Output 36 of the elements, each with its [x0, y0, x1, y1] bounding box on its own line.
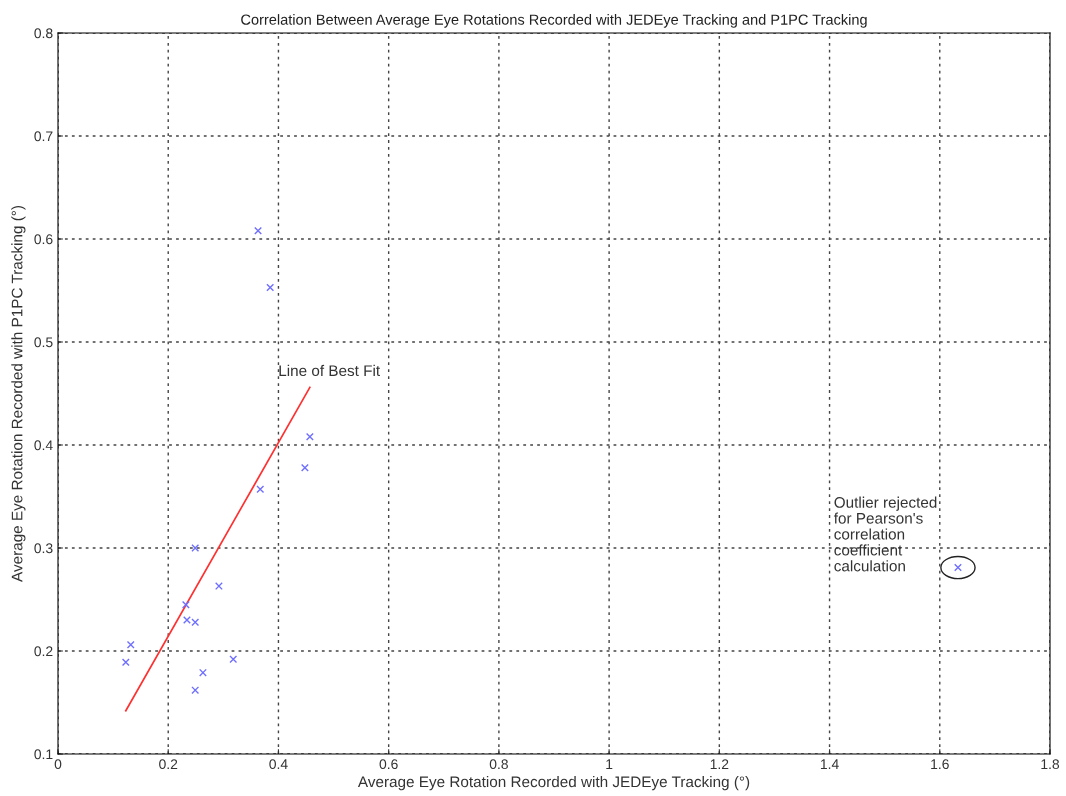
x-tick-label: 1.4: [820, 759, 839, 769]
point: [254, 226, 263, 235]
x-tick-label: 1.2: [710, 759, 729, 769]
point: [191, 686, 200, 695]
point: [121, 658, 130, 667]
chart-title: Correlation Between Average Eye Rotations Recorded with JEDEye Tracking and P1PC Tracking: [241, 14, 867, 28]
y-tick-label: 0.8: [34, 28, 53, 39]
point: [229, 655, 238, 664]
x-tick-label: 1.6: [931, 759, 949, 770]
y-tick-label: 0.4: [34, 440, 53, 451]
x-tick-label: 1: [606, 759, 613, 769]
annotation: Line of Best Fit: [279, 364, 381, 377]
x-tick-label: 0.8: [489, 759, 508, 770]
point: [305, 432, 314, 441]
point: [191, 544, 200, 552]
point: [126, 640, 135, 649]
point: [256, 485, 265, 494]
y-tick-label: 0.7: [34, 131, 53, 142]
y-tick-label: 0.2: [34, 646, 53, 657]
x-tick-label: 1.8: [1041, 759, 1060, 770]
y-axis-title: Average Eye Rotation Recorded with P1PC Tracking (°): [11, 205, 26, 582]
x-axis-title: Average Eye Rotation Recorded with JEDEye Tracking (°): [357, 775, 750, 791]
y-tick-label: 0.6: [34, 234, 53, 245]
point: [198, 668, 207, 677]
point: [300, 463, 309, 472]
y-tick-label: 0.1: [34, 749, 53, 760]
y-tick-label: 0.3: [34, 543, 53, 554]
point: [181, 600, 190, 609]
x-tick-label: 0.6: [379, 759, 398, 770]
point: [266, 283, 275, 292]
x-tick-label: 0.4: [269, 759, 288, 770]
y-tick-label: 0.5: [34, 337, 53, 348]
x-tick-label: 0: [54, 759, 62, 770]
annotation: Outlier rejected for Pearson's correlation coefficient calculation: [833, 496, 937, 572]
point: [214, 582, 223, 591]
x-tick-label: 0.2: [159, 759, 178, 770]
